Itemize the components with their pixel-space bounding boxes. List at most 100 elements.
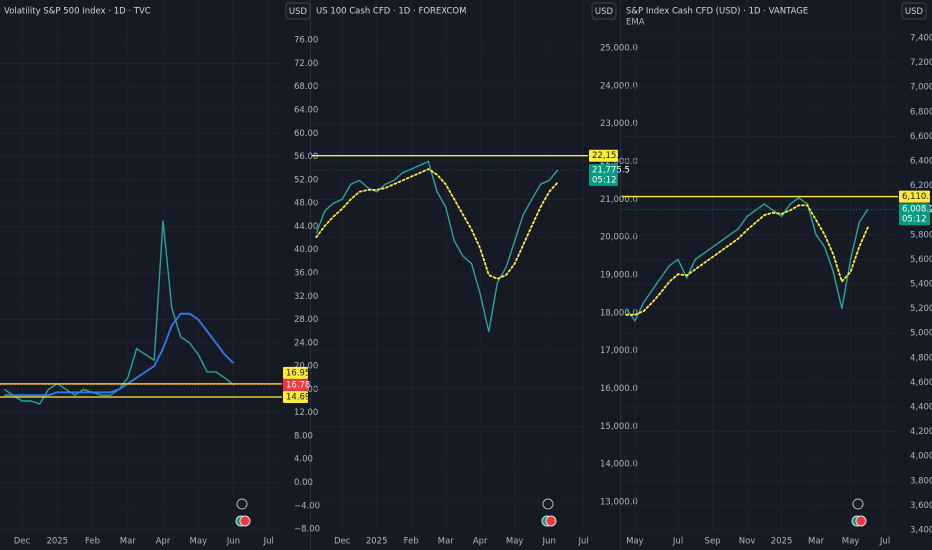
- x-tick-label: May: [506, 537, 524, 547]
- x-tick-label: 2025: [771, 537, 793, 547]
- y-tick-label: 5,200.0: [910, 304, 932, 314]
- countdown-label: 05:12: [592, 176, 617, 186]
- countdown-label: 05:12: [902, 215, 927, 225]
- x-tick-label: 2025: [366, 537, 388, 547]
- y-tick-label: 19,000.0: [600, 271, 638, 281]
- currency-label: USD: [905, 7, 924, 17]
- y-tick-label: 14,000.0: [600, 460, 638, 470]
- x-tick-label: Dec: [14, 537, 31, 547]
- y-tick-label: 44.00: [294, 222, 318, 232]
- y-tick-label: 24.00: [294, 338, 318, 348]
- alert-icon: [542, 498, 554, 510]
- y-tick-label: 60.00: [294, 129, 318, 139]
- level-label: 14.69: [286, 393, 310, 403]
- y-tick-label: 4,400.0: [910, 403, 932, 413]
- level-box: [899, 190, 930, 203]
- y-tick-label: 5,000.0: [910, 329, 932, 339]
- currency-label: USD: [289, 7, 308, 17]
- x-tick-label: Mar: [808, 537, 825, 547]
- y-tick-label: 76.00: [294, 36, 318, 46]
- y-tick-label: 4,000.0: [910, 452, 932, 462]
- y-tick-label: 4,800.0: [910, 353, 932, 363]
- alert-icon: [236, 498, 248, 510]
- y-tick-label: 23,000.0: [600, 119, 638, 129]
- y-tick-label: 12.00: [294, 408, 318, 418]
- y-tick-label: 15,000.0: [600, 422, 638, 432]
- last-price-label: 16.78: [286, 380, 310, 390]
- event-icon: [855, 515, 867, 527]
- x-tick-label: Jul: [578, 537, 589, 547]
- last-price-box: [589, 164, 618, 187]
- price-line: [315, 160, 559, 332]
- level-label: 22,153.2: [592, 151, 630, 161]
- x-tick-label: Dec: [334, 537, 351, 547]
- x-tick-label: Jul: [263, 537, 274, 547]
- y-tick-label: 5,600.0: [910, 255, 932, 265]
- last-price-box: [899, 203, 930, 226]
- level-label: 6,110.96: [902, 192, 932, 202]
- y-tick-label: 4,200.0: [910, 427, 932, 437]
- y-tick-label: 16,000.0: [600, 384, 638, 394]
- y-tick-label: 32.00: [294, 292, 318, 302]
- y-tick-label: 6,400.0: [910, 157, 932, 167]
- x-tick-label: Mar: [438, 537, 455, 547]
- y-tick-label: 13,000.0: [600, 497, 638, 507]
- x-tick-label: Jun: [542, 537, 556, 547]
- level-box: [283, 366, 308, 379]
- x-tick-label: Jun: [226, 537, 240, 547]
- y-tick-label: 4.00: [294, 455, 313, 465]
- x-tick-label: Mar: [120, 537, 137, 547]
- currency-button: [901, 2, 927, 20]
- y-tick-label: 25,000.0: [600, 44, 638, 54]
- y-tick-label: 56.00: [294, 152, 318, 162]
- price-line: [625, 197, 869, 323]
- y-tick-label: 0.00: [294, 478, 313, 488]
- alert-icon: [852, 498, 864, 510]
- x-tick-label: Apr: [473, 537, 488, 547]
- y-tick-label: 8.00: [294, 431, 313, 441]
- event-icon: [239, 515, 251, 527]
- x-tick-label: Apr: [156, 537, 171, 547]
- y-tick-label: −4.00: [294, 501, 320, 511]
- x-tick-label: 2025: [46, 537, 68, 547]
- y-tick-label: 4,600.0: [910, 378, 932, 388]
- x-tick-label: May: [626, 537, 644, 547]
- x-tick-label: Nov: [739, 537, 756, 547]
- last-price-label: 6,008.25: [902, 205, 932, 215]
- currency-button: [591, 2, 617, 20]
- y-tick-label: 20.00: [294, 362, 318, 372]
- y-tick-label: 21,000.0: [600, 195, 638, 205]
- y-tick-label: 72.00: [294, 59, 318, 69]
- last-price-label: 21,775.5: [592, 166, 630, 176]
- y-tick-label: 68.00: [294, 82, 318, 92]
- y-tick-label: 24,000.0: [600, 81, 638, 91]
- x-tick-label: May: [189, 537, 207, 547]
- y-tick-label: 6,600.0: [910, 132, 932, 142]
- chart-title: US 100 Cash CFD · 1D · FOREXCOM: [316, 7, 466, 17]
- x-tick-label: Jul: [879, 537, 890, 547]
- x-tick-label: May: [842, 537, 860, 547]
- y-tick-label: 3,800.0: [910, 476, 932, 486]
- event-icon: [545, 515, 557, 527]
- last-price-box: [283, 378, 308, 391]
- currency-label: USD: [595, 7, 614, 17]
- y-tick-label: −8.00: [294, 525, 320, 535]
- y-tick-label: 5,800.0: [910, 230, 932, 240]
- x-tick-label: Feb: [85, 537, 100, 547]
- y-tick-label: 40.00: [294, 245, 318, 255]
- chart-title: S&P Index Cash CFD (USD) · 1D · VANTAGE: [626, 7, 808, 17]
- y-tick-label: 18,000.0: [600, 308, 638, 318]
- y-tick-label: 20,000.0: [600, 233, 638, 243]
- y-tick-label: 3,600.0: [910, 501, 932, 511]
- ema-line: [315, 168, 559, 280]
- y-tick-label: 28.00: [294, 315, 318, 325]
- y-tick-label: 48.00: [294, 199, 318, 209]
- y-tick-label: 7,400.0: [910, 34, 932, 44]
- y-tick-label: 3,400.0: [910, 526, 932, 536]
- y-tick-label: 64.00: [294, 106, 318, 116]
- indicator-label: EMA: [626, 18, 645, 28]
- x-tick-label: Feb: [404, 537, 419, 547]
- ema-line: [4, 312, 235, 397]
- chart-title: Volatility S&P 500 Index · 1D · TVC: [4, 7, 151, 17]
